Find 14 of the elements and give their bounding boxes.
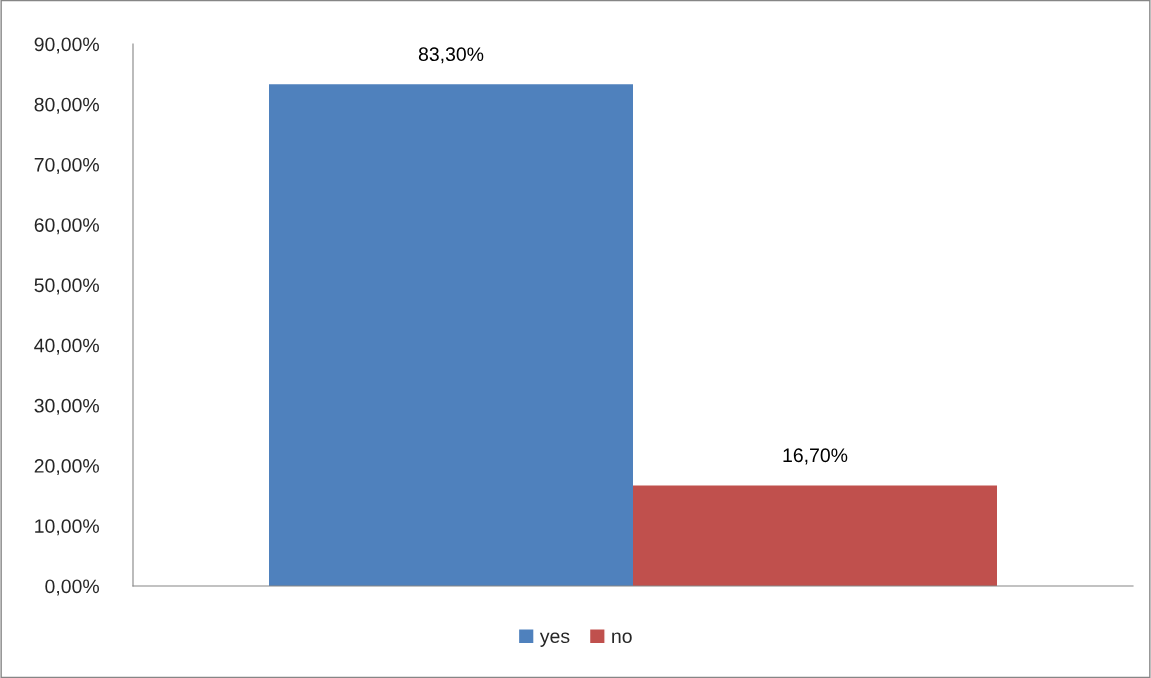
- y-tick-label: 90,00%: [34, 37, 99, 54]
- y-tick-label: 0,00%: [45, 579, 99, 596]
- y-tick-label: 70,00%: [34, 157, 99, 174]
- y-tick-label: 30,00%: [34, 398, 99, 415]
- y-tick-label: 80,00%: [34, 97, 99, 114]
- data-label: 16,70%: [783, 448, 848, 465]
- data-label: 83,30%: [418, 47, 484, 64]
- y-tick-label: 50,00%: [34, 278, 99, 295]
- legend-label: no: [612, 632, 632, 644]
- y-tick-label: 60,00%: [34, 218, 99, 235]
- y-tick-label: 20,00%: [34, 459, 99, 476]
- legend-label: yes: [539, 632, 570, 647]
- y-tick-label: 10,00%: [35, 519, 99, 536]
- y-tick-label: 40,00%: [34, 338, 99, 355]
